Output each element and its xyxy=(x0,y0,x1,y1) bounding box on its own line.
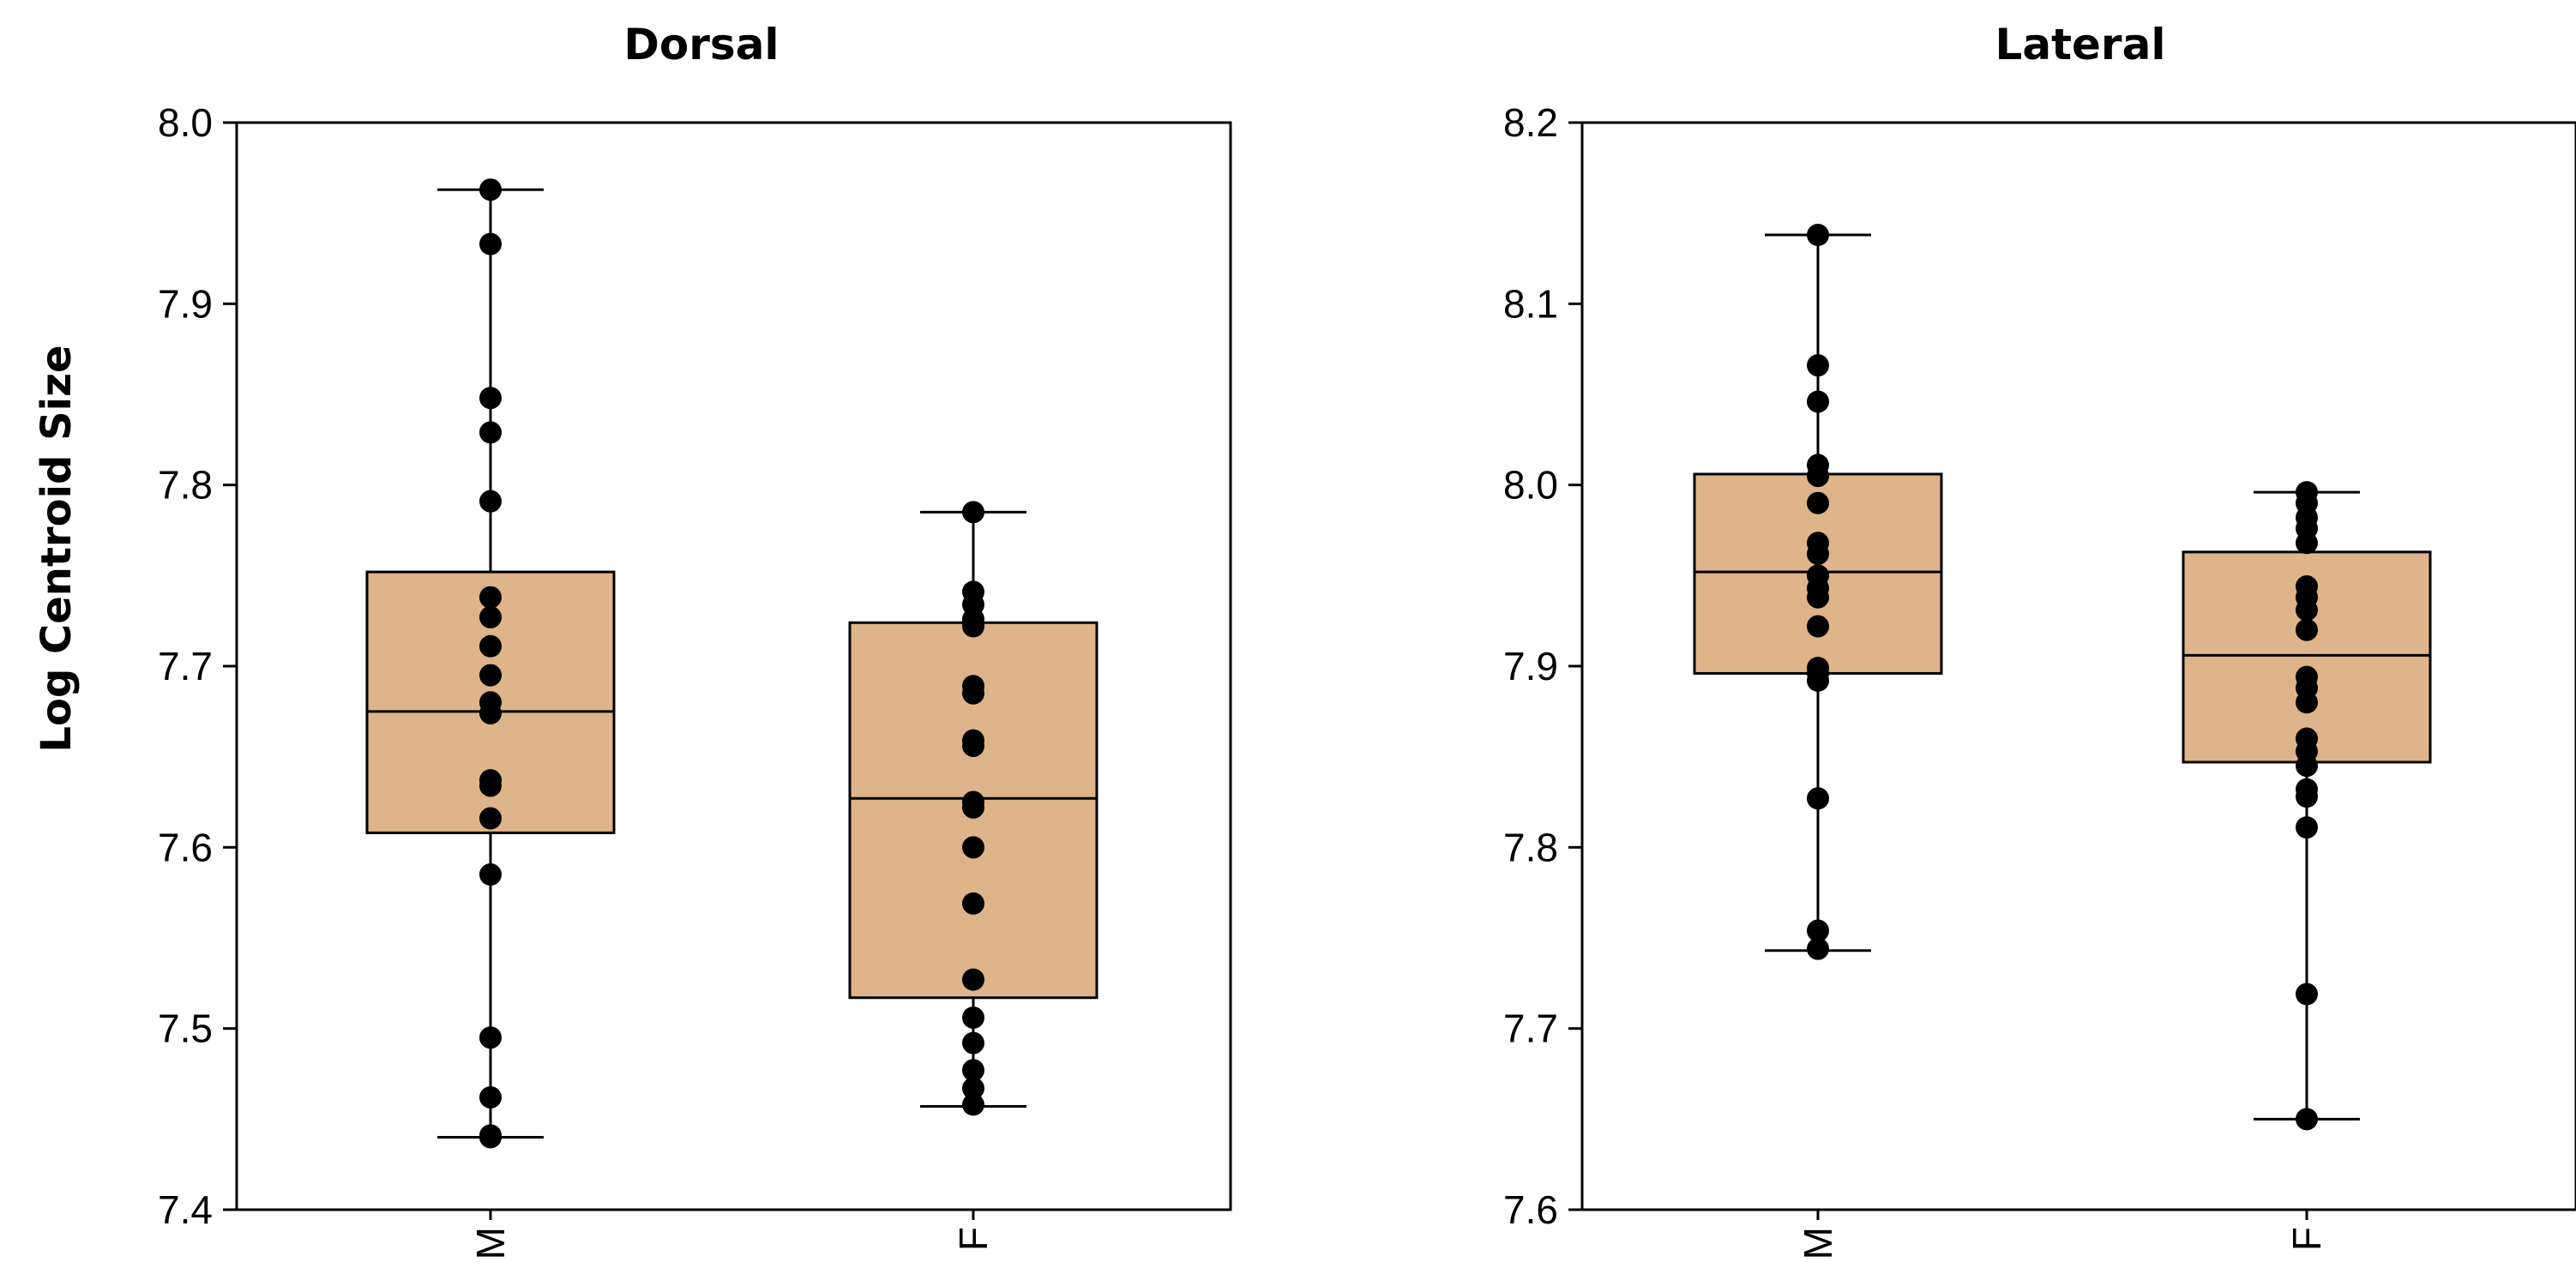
y-tick-label: 7.8 xyxy=(158,463,213,508)
y-tick-label: 7.4 xyxy=(158,1187,213,1232)
data-point xyxy=(1807,669,1829,692)
data-point xyxy=(479,634,502,658)
data-point xyxy=(479,664,502,687)
data-point xyxy=(479,863,502,886)
x-tick-label: M xyxy=(468,1227,513,1259)
y-tick-label: 7.8 xyxy=(1503,825,1558,869)
data-point xyxy=(2296,754,2318,778)
y-axis-label: Log Centroid Size xyxy=(33,345,81,752)
point-layer xyxy=(479,178,984,1149)
data-point xyxy=(479,490,502,513)
data-point xyxy=(962,734,984,757)
y-tick-label: 8.1 xyxy=(1503,281,1558,326)
y-tick-label: 7.5 xyxy=(158,1007,213,1051)
data-point xyxy=(962,1059,984,1082)
data-point xyxy=(962,1006,984,1029)
data-point xyxy=(1807,586,1829,609)
data-point xyxy=(962,615,984,638)
data-point xyxy=(1807,491,1829,514)
y-tick-label: 7.7 xyxy=(1503,1007,1558,1051)
data-point xyxy=(2296,816,2318,839)
data-point xyxy=(962,501,984,524)
data-point xyxy=(2296,983,2318,1006)
data-point xyxy=(1807,354,1829,377)
data-point xyxy=(479,605,502,628)
data-point xyxy=(479,586,502,609)
data-point xyxy=(2296,1108,2318,1131)
y-tick-label: 8.0 xyxy=(158,100,213,145)
y-tick-label: 8.0 xyxy=(1503,463,1558,508)
y-tick-layer: 7.6 7.7 7.8 7.9 8.0 8.1 8.2 xyxy=(1503,100,1582,1232)
panel-title: Dorsal xyxy=(623,20,779,69)
y-tick-label: 7.6 xyxy=(158,825,213,869)
data-point xyxy=(1807,615,1829,638)
data-point xyxy=(2296,785,2318,808)
data-point xyxy=(962,892,984,915)
y-tick-layer: 7.4 7.5 7.6 7.7 7.8 7.9 8.0 xyxy=(158,100,237,1232)
data-point xyxy=(479,1026,502,1049)
data-point xyxy=(962,836,984,859)
panel-dorsal: Dorsal Log Centroid Size 7.4 7.5 7.6 7.7 7.8… xyxy=(33,20,1232,1259)
data-point xyxy=(479,807,502,830)
data-point xyxy=(479,1126,502,1149)
box-layer xyxy=(365,188,1098,1139)
data-point xyxy=(962,682,984,705)
y-tick-label: 7.9 xyxy=(158,281,213,326)
data-point xyxy=(479,387,502,410)
data-point xyxy=(962,968,984,991)
data-point xyxy=(1807,542,1829,565)
data-point xyxy=(2296,618,2318,641)
data-point xyxy=(1807,937,1829,960)
data-point xyxy=(479,232,502,255)
y-tick-label: 8.2 xyxy=(1503,100,1558,145)
data-point xyxy=(962,1093,984,1116)
data-point xyxy=(2296,532,2318,555)
panel-title: Lateral xyxy=(1995,20,2166,69)
data-point xyxy=(1807,465,1829,488)
data-point xyxy=(962,1031,984,1055)
point-layer xyxy=(1807,224,2318,1131)
y-tick-label: 7.6 xyxy=(1503,1187,1558,1232)
y-tick-label: 7.9 xyxy=(1503,644,1558,688)
data-point xyxy=(1807,919,1829,942)
data-point xyxy=(962,1077,984,1100)
data-point xyxy=(1807,224,1829,247)
data-point xyxy=(479,701,502,724)
data-point xyxy=(479,421,502,444)
y-tick-label: 7.7 xyxy=(158,644,213,688)
data-point xyxy=(2296,598,2318,622)
data-point xyxy=(479,774,502,797)
box-layer xyxy=(1693,233,2432,1121)
data-point xyxy=(962,796,984,819)
data-point xyxy=(479,178,502,201)
x-tick-label: F xyxy=(951,1227,996,1251)
x-tick-label: M xyxy=(1796,1227,1840,1259)
data-point xyxy=(2296,691,2318,714)
x-tick-label: F xyxy=(2284,1227,2329,1251)
data-point xyxy=(1807,390,1829,413)
data-point xyxy=(479,1085,502,1109)
data-point xyxy=(1807,787,1829,810)
